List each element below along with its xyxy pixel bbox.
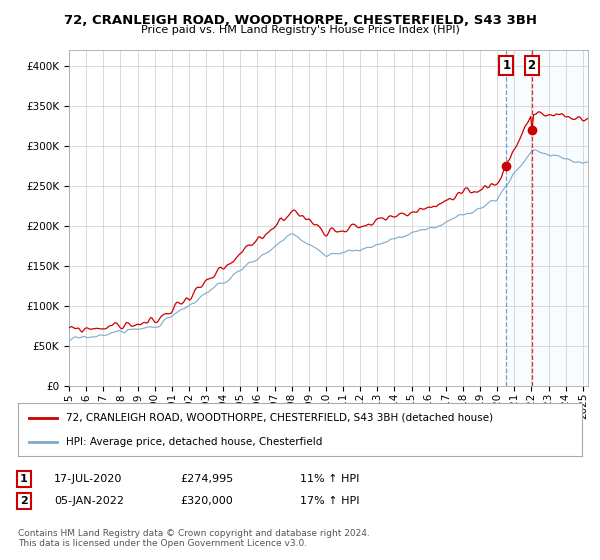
- Text: 72, CRANLEIGH ROAD, WOODTHORPE, CHESTERFIELD, S43 3BH: 72, CRANLEIGH ROAD, WOODTHORPE, CHESTERF…: [64, 14, 536, 27]
- Text: HPI: Average price, detached house, Chesterfield: HPI: Average price, detached house, Ches…: [66, 436, 322, 446]
- Text: 72, CRANLEIGH ROAD, WOODTHORPE, CHESTERFIELD, S43 3BH (detached house): 72, CRANLEIGH ROAD, WOODTHORPE, CHESTERF…: [66, 413, 493, 423]
- Text: 17% ↑ HPI: 17% ↑ HPI: [300, 496, 359, 506]
- Text: 1: 1: [502, 59, 511, 72]
- Text: Price paid vs. HM Land Registry's House Price Index (HPI): Price paid vs. HM Land Registry's House …: [140, 25, 460, 35]
- Text: Contains HM Land Registry data © Crown copyright and database right 2024.
This d: Contains HM Land Registry data © Crown c…: [18, 529, 370, 548]
- Bar: [506, 50, 588, 386]
- Text: £320,000: £320,000: [180, 496, 233, 506]
- Text: £274,995: £274,995: [180, 474, 233, 484]
- Text: 11% ↑ HPI: 11% ↑ HPI: [300, 474, 359, 484]
- Text: 05-JAN-2022: 05-JAN-2022: [54, 496, 124, 506]
- Text: 1: 1: [20, 474, 28, 484]
- Text: 17-JUL-2020: 17-JUL-2020: [54, 474, 122, 484]
- Text: 2: 2: [527, 59, 536, 72]
- Text: 2: 2: [20, 496, 28, 506]
